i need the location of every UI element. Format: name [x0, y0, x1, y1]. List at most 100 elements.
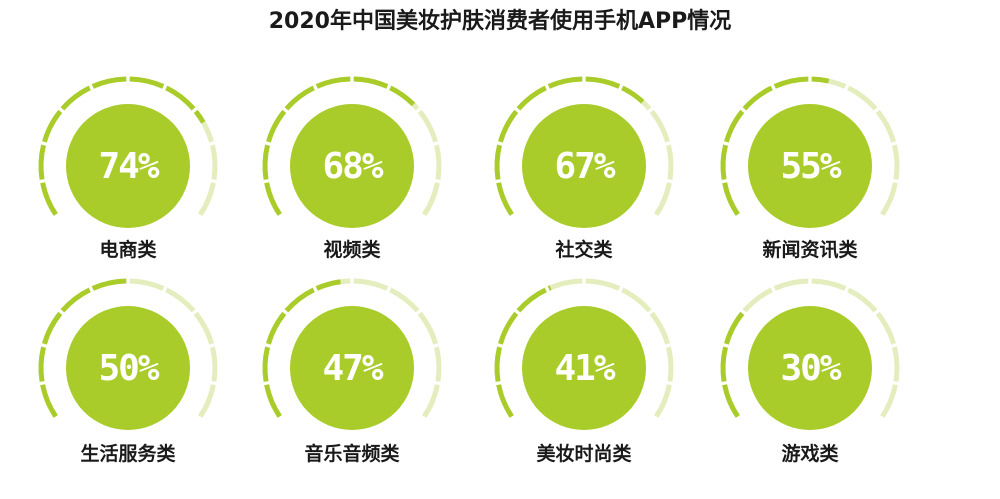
gauge-7: 41% 美妆时尚类: [494, 278, 674, 465]
gauge-ring-track-segment: [742, 287, 773, 313]
gauge-ring-filled-segment: [193, 109, 206, 124]
gauge-ring-track-segment: [847, 287, 878, 313]
gauge-ring-track-segment: [201, 121, 214, 143]
gauge-ring-track-segment: [811, 278, 847, 291]
gauge-2: 68% 视频类: [262, 76, 442, 261]
gauge-ring-filled-segment: [722, 384, 740, 418]
gauge-category-label: 美妆时尚类: [536, 442, 631, 465]
gauge-category-label: 电商类: [99, 238, 156, 261]
gauge-ring-track-segment: [892, 346, 900, 382]
gauge-ring-filled-segment: [498, 311, 519, 345]
gauge-value-label: 47%: [322, 348, 383, 389]
gauge-ring-filled-segment: [266, 109, 287, 143]
gauge-disc: [66, 306, 190, 430]
gauge-ring-filled-segment: [315, 279, 342, 291]
gauge-ring-track-segment: [880, 182, 898, 216]
gauge-ring-track-segment: [165, 287, 196, 313]
gauge-value-label: 67%: [554, 146, 615, 187]
gauge-ring-track-segment: [422, 182, 440, 216]
gauge-ring-filled-segment: [315, 76, 351, 89]
gauge-ring-track-segment: [422, 384, 440, 418]
gauge-ring-track-segment: [880, 384, 898, 418]
gauge-ring-filled-segment: [264, 384, 282, 418]
gauge-ring-track-segment: [210, 346, 218, 382]
gauge-ring-filled-segment: [38, 346, 46, 382]
gauge-grid: 74% 电商类 68% 视频类 67% 社交类 55% 新闻资讯类 50% 生活服务类 47% 音乐音…: [38, 76, 900, 465]
gauge-ring-track-segment: [654, 182, 672, 216]
gauge-value-label: 30%: [780, 348, 841, 389]
gauge-ring-track-segment: [666, 346, 674, 382]
gauge-ring-track-segment: [875, 311, 896, 345]
gauge-disc: [290, 104, 414, 228]
gauge-6: 47% 音乐音频类: [262, 278, 442, 465]
gauge-ring-track-segment: [193, 311, 214, 345]
gauge-ring-track-segment: [654, 384, 672, 418]
gauge-ring-filled-segment: [165, 85, 196, 111]
gauge-ring-track-segment: [641, 100, 652, 111]
gauge-ring-track-segment: [434, 144, 442, 180]
gauge-value-label: 50%: [98, 348, 159, 389]
gauge-ring-filled-segment: [496, 182, 514, 216]
gauge-ring-filled-segment: [811, 76, 830, 84]
gauge-ring-filled-segment: [720, 346, 728, 382]
gauge-ring-filled-segment: [724, 311, 745, 345]
gauge-ring-track-segment: [847, 85, 878, 111]
gauge-value-label: 68%: [322, 146, 383, 187]
gauge-ring-filled-segment: [742, 85, 773, 111]
gauge-ring-track-segment: [828, 78, 847, 89]
gauge-ring-filled-segment: [494, 346, 502, 382]
gauge-value-label: 74%: [98, 146, 159, 187]
gauge-ring-filled-segment: [773, 76, 809, 89]
gauge-ring-track-segment: [129, 278, 165, 291]
gauge-3: 67% 社交类: [494, 76, 674, 261]
gauge-disc: [522, 306, 646, 430]
gauge-ring-filled-segment: [262, 144, 270, 180]
gauge-ring-filled-segment: [516, 287, 547, 313]
gauge-category-label: 生活服务类: [80, 442, 175, 465]
gauge-disc: [748, 104, 872, 228]
gauge-category-label: 视频类: [323, 238, 380, 261]
gauge-category-label: 游戏类: [781, 442, 838, 465]
gauge-ring-track-segment: [549, 278, 583, 290]
gauge-ring-filled-segment: [284, 85, 315, 111]
gauge-ring-filled-segment: [264, 182, 282, 216]
gauge-ring-track-segment: [649, 109, 670, 143]
gauge-ring-filled-segment: [60, 85, 91, 111]
gauge-ring-track-segment: [666, 144, 674, 180]
gauge-ring-filled-segment: [547, 285, 552, 291]
gauge-ring-filled-segment: [42, 109, 63, 143]
gauge-ring-track-segment: [340, 278, 351, 285]
gauge-ring-filled-segment: [91, 76, 127, 89]
gauge-ring-filled-segment: [621, 85, 645, 104]
gauge-ring-track-segment: [773, 278, 809, 291]
gauge-ring-filled-segment: [494, 144, 502, 180]
gauge-5: 50% 生活服务类: [38, 278, 218, 465]
gauge-disc: [748, 306, 872, 430]
gauge-value-label: 41%: [554, 348, 615, 389]
gauge-1: 74% 电商类: [38, 76, 218, 261]
gauge-ring-filled-segment: [722, 182, 740, 216]
gauge-disc: [290, 306, 414, 430]
chart-title: 2020年中国美妆护肤消费者使用手机APP情况: [269, 8, 732, 34]
gauge-4: 55% 新闻资讯类: [720, 76, 900, 261]
gauge-ring-filled-segment: [284, 287, 315, 313]
gauge-ring-filled-segment: [40, 182, 58, 216]
gauge-ring-filled-segment: [91, 278, 127, 291]
gauge-ring-filled-segment: [498, 109, 519, 143]
gauge-ring-track-segment: [621, 287, 652, 313]
gauge-ring-filled-segment: [40, 384, 58, 418]
gauge-ring-filled-segment: [266, 311, 287, 345]
gauge-ring-filled-segment: [38, 144, 46, 180]
gauge-ring-filled-segment: [389, 85, 416, 107]
gauge-category-label: 社交类: [554, 238, 612, 261]
gauge-8: 30% 游戏类: [720, 278, 900, 465]
gauge-ring-filled-segment: [496, 384, 514, 418]
gauge-ring-filled-segment: [720, 144, 728, 180]
gauge-category-label: 新闻资讯类: [762, 238, 857, 261]
gauge-ring-track-segment: [417, 311, 438, 345]
gauge-ring-filled-segment: [129, 76, 165, 89]
gauge-disc: [522, 104, 646, 228]
gauge-ring-track-segment: [210, 144, 218, 180]
gauge-ring-track-segment: [892, 144, 900, 180]
